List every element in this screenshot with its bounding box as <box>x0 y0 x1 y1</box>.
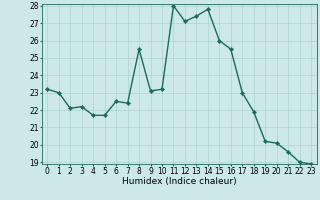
X-axis label: Humidex (Indice chaleur): Humidex (Indice chaleur) <box>122 177 236 186</box>
